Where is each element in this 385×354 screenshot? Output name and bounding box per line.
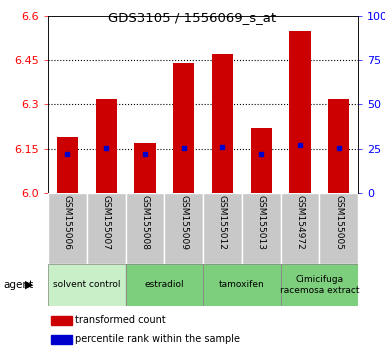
FancyBboxPatch shape xyxy=(164,193,203,264)
Bar xyxy=(51,335,72,344)
Text: GSM155005: GSM155005 xyxy=(334,195,343,250)
Bar xyxy=(134,143,156,193)
FancyBboxPatch shape xyxy=(281,193,319,264)
Text: percentile rank within the sample: percentile rank within the sample xyxy=(75,334,240,344)
Bar xyxy=(48,264,126,306)
Bar xyxy=(251,128,272,193)
Bar xyxy=(173,63,194,193)
Text: solvent control: solvent control xyxy=(53,280,121,290)
Text: ▶: ▶ xyxy=(25,280,33,290)
Bar xyxy=(281,264,358,306)
Bar xyxy=(51,316,72,325)
FancyBboxPatch shape xyxy=(203,193,242,264)
Bar xyxy=(281,264,358,306)
FancyBboxPatch shape xyxy=(319,193,358,264)
Text: GSM155012: GSM155012 xyxy=(218,195,227,250)
Bar xyxy=(289,31,311,193)
FancyBboxPatch shape xyxy=(242,193,281,264)
Bar xyxy=(48,264,126,306)
Text: GSM154972: GSM154972 xyxy=(295,195,305,250)
Bar xyxy=(126,264,203,306)
Bar xyxy=(212,54,233,193)
Text: GSM155013: GSM155013 xyxy=(257,195,266,250)
Bar xyxy=(95,98,117,193)
Text: GSM155009: GSM155009 xyxy=(179,195,188,250)
Bar xyxy=(328,98,349,193)
Bar xyxy=(126,264,203,306)
Text: GDS3105 / 1556069_s_at: GDS3105 / 1556069_s_at xyxy=(109,11,276,24)
Bar xyxy=(57,137,78,193)
FancyBboxPatch shape xyxy=(87,193,126,264)
Text: estradiol: estradiol xyxy=(144,280,184,290)
Text: agent: agent xyxy=(4,280,34,290)
FancyBboxPatch shape xyxy=(48,193,87,264)
FancyBboxPatch shape xyxy=(126,193,164,264)
Text: tamoxifen: tamoxifen xyxy=(219,280,265,290)
Text: GSM155006: GSM155006 xyxy=(63,195,72,250)
Text: transformed count: transformed count xyxy=(75,315,166,325)
Bar xyxy=(203,264,281,306)
Text: Cimicifuga
racemosa extract: Cimicifuga racemosa extract xyxy=(280,275,359,295)
Text: GSM155007: GSM155007 xyxy=(102,195,111,250)
Text: GSM155008: GSM155008 xyxy=(141,195,149,250)
Bar xyxy=(203,264,281,306)
